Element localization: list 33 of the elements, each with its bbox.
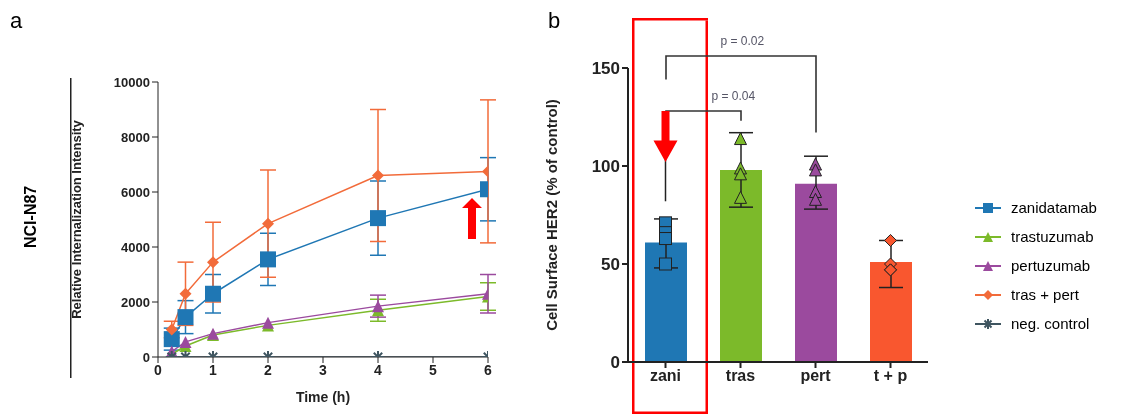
y-tick-label: 0 <box>142 349 150 365</box>
x-tick-label: 0 <box>154 361 163 378</box>
x-axis-title: Time (h) <box>295 389 351 405</box>
text: NCI-N87 <box>22 185 40 248</box>
y-axis-title: Cell Surface HER2 (% of control) <box>543 99 561 331</box>
x-tick-label: 2 <box>264 361 273 378</box>
x-tick-label: zani <box>649 367 682 385</box>
legend-label: pertuzumab <box>1011 257 1091 274</box>
x-tick-label: 5 <box>429 361 438 378</box>
y-axis-title: Relative Internalization Intensity <box>68 119 84 319</box>
y-tick-label: 100 <box>591 157 620 177</box>
chart-title: b <box>548 8 561 34</box>
y-tick-label: 10000 <box>113 74 150 90</box>
legend-label: neg. control <box>1011 315 1090 332</box>
x-tick-label: t + p <box>873 367 908 385</box>
annotation: p = 0.04 <box>711 89 756 104</box>
y-tick-label: 150 <box>591 59 620 79</box>
legend-label: zanidatamab <box>1011 199 1097 216</box>
x-tick-label: 4 <box>374 361 383 378</box>
legend-label: tras + pert <box>1011 286 1079 303</box>
x-tick-label: 1 <box>209 361 218 378</box>
x-tick-label: 6 <box>484 361 493 378</box>
y-tick-label: 50 <box>601 255 620 275</box>
x-tick-label: tras <box>725 367 756 385</box>
chart-title: a <box>10 8 23 34</box>
legend-label: trastuzumab <box>1011 228 1094 245</box>
y-tick-label: 6000 <box>121 184 150 200</box>
x-tick-label: 3 <box>319 361 328 378</box>
text: p = 0.02 <box>720 34 765 49</box>
y-tick-label: 2000 <box>121 294 150 310</box>
x-tick-label: pert <box>800 367 832 385</box>
y-tick-label: 8000 <box>121 129 150 145</box>
y-tick-label: 4000 <box>121 239 150 255</box>
